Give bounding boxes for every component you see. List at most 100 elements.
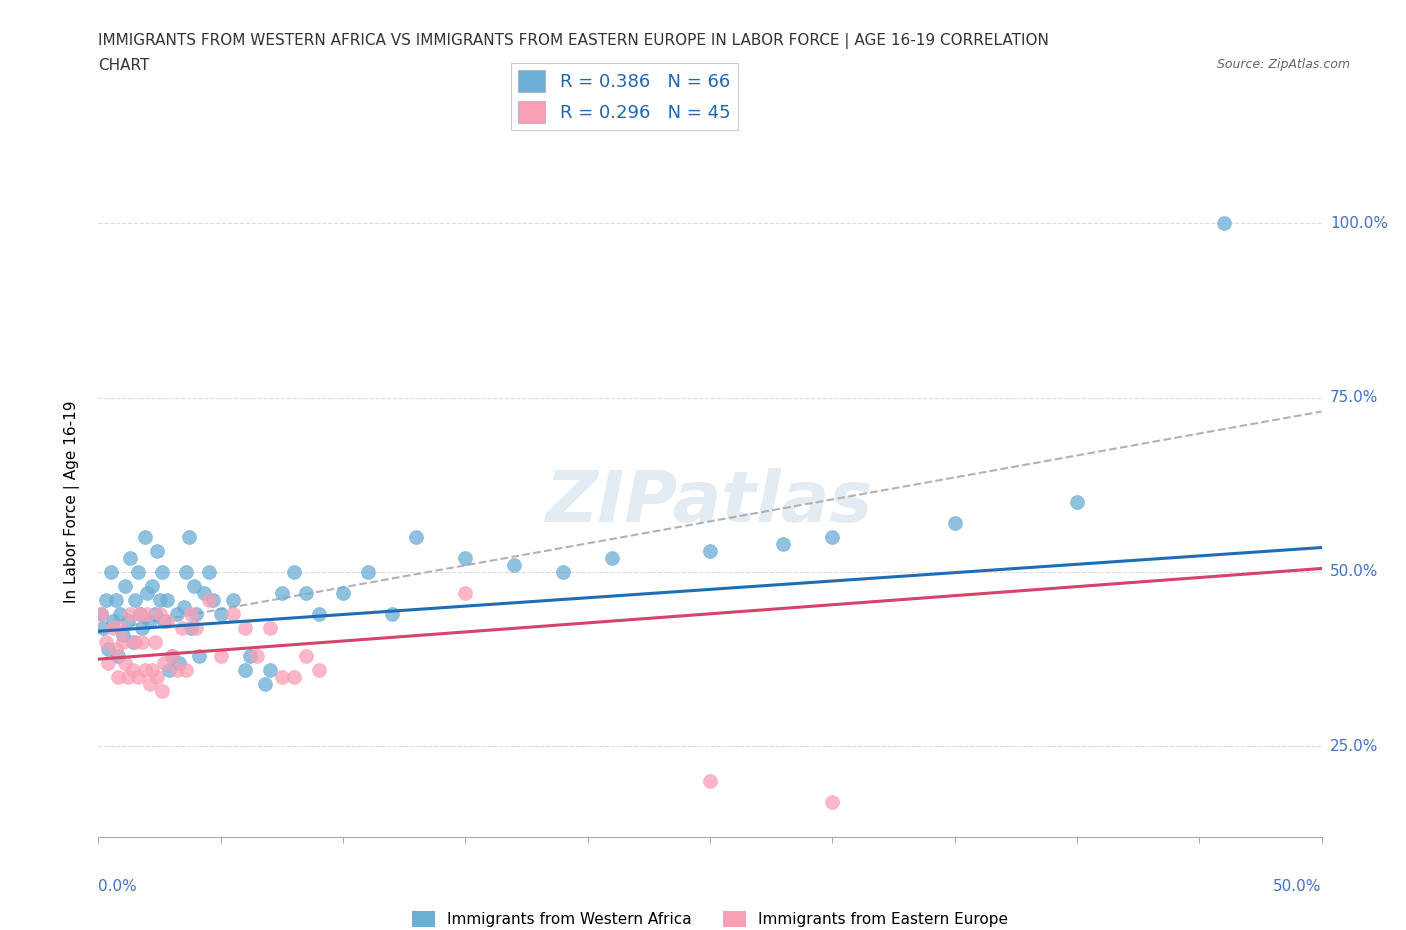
Point [259,662,281,677]
Point [177,530,200,545]
Point [110,606,132,621]
Point [166,662,188,677]
Text: 75.0%: 75.0% [1330,390,1378,405]
Point [120,606,142,621]
Point [139,614,162,629]
Point [239,648,262,663]
Point [97,656,120,671]
Text: 100.0%: 100.0% [1330,216,1388,231]
Point [197,565,219,579]
Point [253,676,276,691]
Point [246,648,269,663]
Point [295,648,318,663]
Point [202,592,225,607]
Point [259,620,281,635]
Point [121,662,143,677]
Point [104,642,127,657]
Point [270,586,294,601]
Point [97,642,120,657]
Point [186,606,208,621]
Point [134,530,156,545]
Point [124,634,146,649]
Point [1066,495,1088,510]
Point [600,551,623,565]
Point [943,516,966,531]
Point [209,606,232,621]
Point [454,551,477,565]
Point [167,656,190,671]
Point [160,648,183,663]
Point [131,620,153,635]
Text: 50.0%: 50.0% [1330,565,1378,579]
Point [153,614,176,629]
Point [94,592,117,607]
Point [283,670,305,684]
Point [173,600,195,615]
Point [111,628,134,643]
Point [134,662,156,677]
Point [176,565,198,579]
Point [381,606,404,621]
Point [270,670,294,684]
Point [332,586,354,601]
Point [308,662,330,677]
Point [186,620,208,635]
Point [699,544,721,559]
Text: 25.0%: 25.0% [1330,738,1378,754]
Point [160,648,183,663]
Point [90,606,112,621]
Point [111,634,134,649]
Point [1212,216,1234,231]
Point [110,620,132,635]
Point [114,578,136,593]
Point [90,606,112,621]
Point [149,592,172,607]
Point [193,586,215,601]
Point [170,620,193,635]
Text: IMMIGRANTS FROM WESTERN AFRICA VS IMMIGRANTS FROM EASTERN EUROPE IN LABOR FORCE : IMMIGRANTS FROM WESTERN AFRICA VS IMMIGR… [98,33,1049,48]
Point [107,648,129,663]
Text: 50.0%: 50.0% [1274,879,1322,894]
Point [156,614,179,629]
Text: CHART: CHART [98,58,150,73]
Point [139,676,162,691]
Point [405,530,427,545]
Point [821,794,844,809]
Point [129,606,152,621]
Point [129,606,152,621]
Point [121,634,143,649]
Point [222,592,245,607]
Point [156,592,179,607]
Point [699,774,721,789]
Point [107,670,129,684]
Point [553,565,575,579]
Point [233,662,256,677]
Point [127,565,149,579]
Point [233,620,256,635]
Point [117,670,139,684]
Point [153,656,176,671]
Point [149,606,172,621]
Point [157,662,180,677]
Point [141,578,163,593]
Point [176,662,198,677]
Point [120,551,142,565]
Legend: R = 0.386   N = 66, R = 0.296   N = 45: R = 0.386 N = 66, R = 0.296 N = 45 [512,62,738,130]
Point [356,565,378,579]
Point [454,586,477,601]
Point [146,544,169,559]
Point [821,530,844,545]
Point [114,656,136,671]
Point [183,578,205,593]
Point [141,662,163,677]
Point [117,614,139,629]
Point [136,606,159,621]
Point [143,634,166,649]
Point [209,648,232,663]
Point [150,683,173,698]
Point [150,565,173,579]
Point [124,592,146,607]
Point [308,606,330,621]
Point [180,606,202,621]
Point [91,620,114,635]
